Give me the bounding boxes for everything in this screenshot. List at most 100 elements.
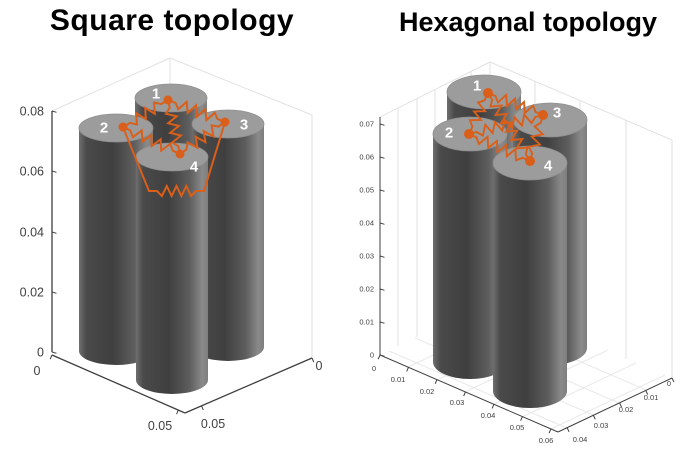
box-line [51, 57, 171, 112]
axis-tick [566, 427, 570, 432]
z-tick-label: 0.06 [20, 164, 44, 178]
z-tick-label: 0.07 [359, 120, 374, 129]
axis-tick [463, 391, 466, 397]
axis-tick [49, 354, 53, 360]
x-axis [379, 354, 559, 433]
axis-tick [377, 354, 381, 360]
node-label: 4 [544, 157, 553, 174]
axis-tick [51, 351, 57, 354]
z-tick-label: 0.02 [359, 285, 374, 294]
y-axis-tick-label: 0 [667, 379, 671, 388]
cylinder-body [79, 128, 153, 365]
x-axis-tick-label: 0.02 [420, 387, 435, 396]
axis-tick [379, 189, 385, 192]
x-axis-tick-label: 0.06 [539, 436, 554, 445]
axis-tick [491, 404, 495, 409]
node-dot [464, 129, 474, 139]
resistor-wire [468, 133, 531, 162]
z-tick-label: 0.08 [20, 104, 44, 118]
box-line [169, 57, 313, 116]
axis-tick [379, 288, 385, 291]
axis-tick [379, 321, 385, 324]
resistor-wire [468, 112, 544, 138]
resistor-wire [122, 126, 181, 155]
node-label: 3 [553, 104, 561, 121]
resistor-wire [487, 92, 544, 116]
node-dot [163, 95, 173, 105]
left-plot-title: Square topology [49, 4, 295, 37]
box-line [379, 61, 491, 118]
axis-tick [379, 156, 385, 159]
z-tick-label: 0.04 [20, 225, 44, 239]
node-label: 4 [190, 158, 199, 175]
axis-tick [520, 416, 523, 421]
x-axis-tick-label: 0.01 [391, 375, 406, 384]
axis-tick [51, 110, 57, 113]
node-label: 1 [152, 85, 160, 102]
axis-tick [51, 231, 57, 234]
y-axis-tick-label: 0.03 [594, 421, 609, 430]
axis-tick [379, 222, 385, 225]
resistor-wire [468, 92, 489, 135]
axis-tick [379, 255, 385, 258]
axis-tick [406, 367, 409, 372]
z-tick-label: 0 [370, 351, 374, 360]
y-axis-tick-label: 0.04 [573, 435, 588, 444]
axis-tick [434, 379, 438, 384]
z-tick-label: 0 [37, 345, 44, 359]
resistor-wire [487, 92, 531, 162]
y-axis [184, 357, 313, 414]
axis-tick [201, 405, 204, 411]
node-dot [220, 117, 230, 127]
y-axis-tick-label: 0 [316, 359, 323, 373]
axis-tick [592, 415, 596, 420]
box-line [489, 61, 673, 141]
axis-tick [311, 357, 315, 363]
axis-tick [645, 390, 649, 395]
axis-tick [176, 409, 179, 415]
axis-tick [548, 428, 552, 434]
z-tick-label: 0.02 [20, 285, 44, 299]
y-axis-tick-label: 0.05 [201, 417, 225, 431]
z-tick-label: 0.03 [359, 252, 374, 261]
node-dot [483, 88, 493, 98]
node-label: 2 [100, 119, 108, 136]
x-axis-tick-label: 0.04 [481, 411, 496, 420]
node-label: 3 [240, 116, 248, 133]
x-axis-tick-label: 0.05 [510, 423, 525, 432]
node-label: 1 [473, 77, 481, 94]
z-tick-label: 0.01 [359, 318, 374, 327]
grid-line [550, 374, 666, 430]
axis-tick [671, 377, 675, 383]
axis-tick [379, 123, 385, 126]
y-axis-tick-label: 0.02 [619, 405, 634, 414]
cylinder-body [192, 124, 264, 361]
z-tick-label: 0.06 [359, 153, 374, 162]
x-axis-tick-label: 0.03 [450, 398, 465, 407]
axis-tick [619, 402, 622, 408]
cylinder-body [493, 163, 567, 408]
node-dot [118, 122, 128, 132]
y-axis-tick-label: 0.01 [644, 393, 659, 402]
x-axis-tick-label: 0 [34, 364, 41, 378]
axis-tick [51, 291, 57, 294]
z-tick-label: 0.05 [359, 186, 374, 195]
resistor-wire [179, 121, 226, 155]
node-dot [175, 149, 185, 159]
node-label: 2 [445, 124, 453, 141]
x-axis-tick-label: 0.05 [148, 419, 172, 433]
grid-line [521, 362, 637, 418]
resistor-wire [122, 99, 169, 128]
node-dot [538, 110, 548, 120]
node-dot [525, 156, 535, 166]
cylinder-body [433, 134, 507, 379]
resistor-wire [527, 114, 545, 162]
x-axis-tick-label: 0 [372, 364, 376, 373]
grid-line [388, 350, 568, 429]
resistor-wire [122, 121, 226, 199]
cylinder-body [136, 157, 208, 394]
axis-tick [51, 170, 57, 173]
resistor-wire [167, 99, 226, 123]
right-plot-title: Hexagonal topology [398, 7, 658, 37]
